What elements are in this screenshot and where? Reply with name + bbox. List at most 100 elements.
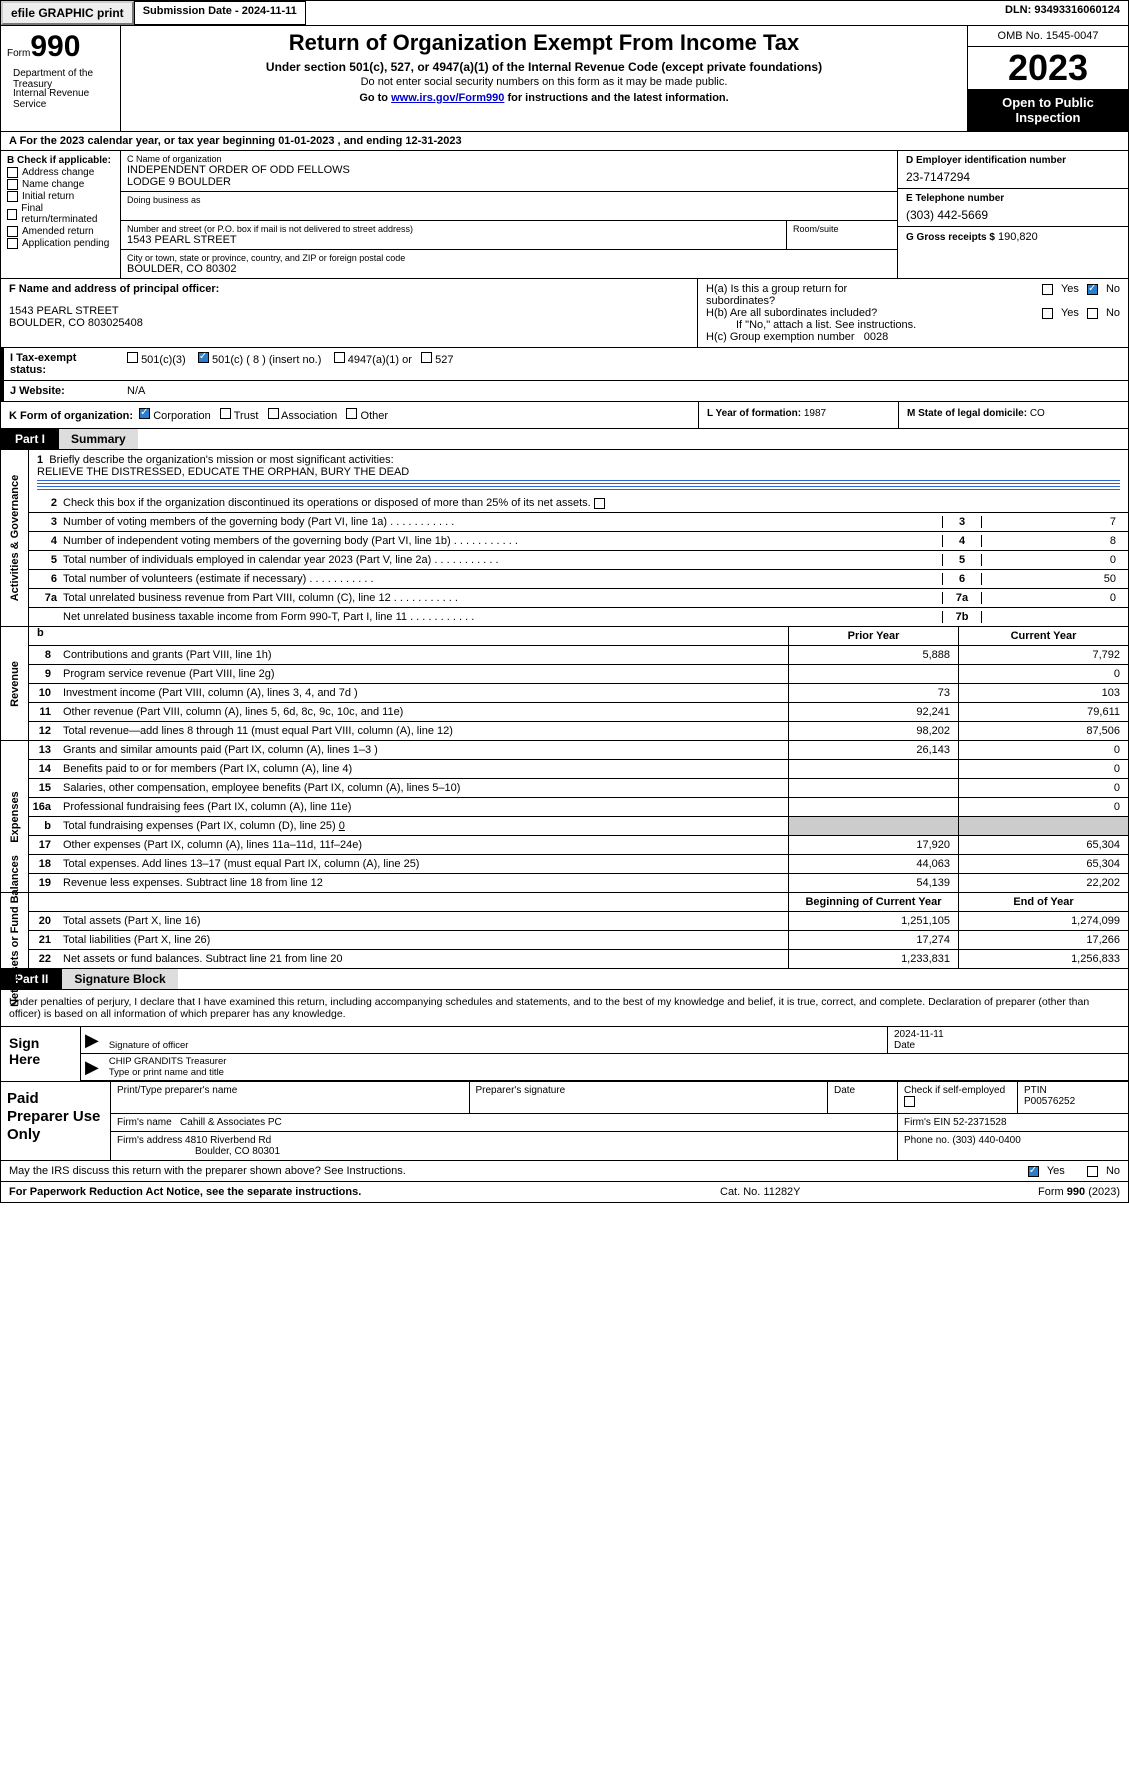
checkbox-corp[interactable] <box>139 408 150 419</box>
form-note: Do not enter social security numbers on … <box>131 76 957 88</box>
firm-ein: 52-2371528 <box>953 1117 1006 1128</box>
q1-label: Briefly describe the organization's miss… <box>49 454 393 466</box>
mission-text: RELIEVE THE DISTRESSED, EDUCATE THE ORPH… <box>37 466 409 478</box>
q6-label: Total number of volunteers (estimate if … <box>63 573 942 585</box>
c16a: 0 <box>958 798 1128 816</box>
checkbox-527[interactable] <box>421 352 432 363</box>
v7a: 0 <box>982 592 1122 604</box>
label-4947: 4947(a)(1) or <box>348 354 412 366</box>
checkbox-ha-yes[interactable] <box>1042 284 1053 295</box>
section-governance: Activities & Governance 1 Briefly descri… <box>1 450 1128 627</box>
p14 <box>788 760 958 778</box>
paperwork-notice: For Paperwork Reduction Act Notice, see … <box>9 1186 720 1198</box>
part1-title: Summary <box>59 429 138 449</box>
prep-name-label: Print/Type preparer's name <box>117 1085 237 1096</box>
p8: 5,888 <box>788 646 958 664</box>
checkbox-q2[interactable] <box>594 498 605 509</box>
q5-label: Total number of individuals employed in … <box>63 554 942 566</box>
dln: DLN: 93493316060124 <box>997 1 1128 25</box>
org-name: INDEPENDENT ORDER OF ODD FELLOWS <box>127 164 891 176</box>
q3-label: Number of voting members of the governin… <box>63 516 942 528</box>
l-label: L Year of formation: <box>707 408 801 419</box>
checkbox-ha-no[interactable] <box>1087 284 1098 295</box>
checkbox-amended[interactable] <box>7 226 18 237</box>
checkbox-assoc[interactable] <box>268 408 279 419</box>
label-initial-return: Initial return <box>22 191 74 202</box>
label-501c: 501(c) ( 8 ) (insert no.) <box>212 354 321 366</box>
firm-phone-label: Phone no. <box>904 1135 950 1146</box>
may-discuss-row: May the IRS discuss this return with the… <box>1 1161 1128 1182</box>
section-expenses: Expenses 13Grants and similar amounts pa… <box>1 741 1128 893</box>
col-b-marker: b <box>29 627 788 645</box>
v5: 0 <box>982 554 1122 566</box>
checkbox-4947[interactable] <box>334 352 345 363</box>
c10: 103 <box>958 684 1128 702</box>
firm-name: Cahill & Associates PC <box>180 1117 282 1128</box>
q4-label: Number of independent voting members of … <box>63 535 942 547</box>
col-end: End of Year <box>958 893 1128 911</box>
goto-link[interactable]: www.irs.gov/Form990 <box>391 92 504 104</box>
q19: Revenue less expenses. Subtract line 18 … <box>57 874 788 892</box>
checkbox-final-return[interactable] <box>7 209 17 220</box>
k-label: K Form of organization: <box>9 410 133 422</box>
c8: 7,792 <box>958 646 1128 664</box>
label-address-change: Address change <box>22 167 94 178</box>
sig-officer-label: Signature of officer <box>109 1040 189 1051</box>
checkbox-trust[interactable] <box>220 408 231 419</box>
goto-post: for instructions and the latest informat… <box>504 92 728 104</box>
label-no: No <box>1106 283 1120 295</box>
q14: Benefits paid to or for members (Part IX… <box>57 760 788 778</box>
efile-print-button[interactable]: efile GRAPHIC print <box>1 1 134 25</box>
q17: Other expenses (Part IX, column (A), lin… <box>57 836 788 854</box>
c21: 17,266 <box>958 931 1128 949</box>
col-b-header: B Check if applicable: <box>7 155 114 166</box>
open-to-public: Open to Public Inspection <box>968 89 1128 131</box>
form-subtitle: Under section 501(c), 527, or 4947(a)(1)… <box>131 60 957 74</box>
form-label: Form <box>7 48 30 59</box>
checkbox-hb-yes[interactable] <box>1042 308 1053 319</box>
label-yes: Yes <box>1061 283 1079 295</box>
q16b: Total fundraising expenses (Part IX, col… <box>57 817 788 835</box>
label-final-return: Final return/terminated <box>21 203 114 225</box>
sign-here-block: Sign Here ▶ Signature of officer 2024-11… <box>1 1027 1128 1082</box>
label-no: No <box>1106 307 1120 319</box>
arrow-icon: ▶ <box>81 1030 103 1051</box>
checkbox-initial-return[interactable] <box>7 191 18 202</box>
block-fh: F Name and address of principal officer:… <box>1 279 1128 348</box>
org-name-2: LODGE 9 BOULDER <box>127 176 891 188</box>
checkbox-other[interactable] <box>346 408 357 419</box>
sig-date-label: Date <box>894 1040 915 1051</box>
goto-line: Go to www.irs.gov/Form990 for instructio… <box>131 92 957 104</box>
q7a-label: Total unrelated business revenue from Pa… <box>63 592 942 604</box>
part1-tag: Part I <box>1 429 59 449</box>
c15: 0 <box>958 779 1128 797</box>
c14: 0 <box>958 760 1128 778</box>
checkbox-self-employed[interactable] <box>904 1096 915 1107</box>
checkbox-501c[interactable] <box>198 352 209 363</box>
row-a-period: A For the 2023 calendar year, or tax yea… <box>1 132 1128 151</box>
col-d: D Employer identification number 23-7147… <box>898 151 1128 278</box>
room-label: Room/suite <box>793 224 891 234</box>
f-city: BOULDER, CO 803025408 <box>9 317 689 329</box>
checkbox-hb-no[interactable] <box>1087 308 1098 319</box>
p16b <box>788 817 958 835</box>
m-value: CO <box>1030 408 1045 419</box>
q11: Other revenue (Part VIII, column (A), li… <box>57 703 788 721</box>
checkbox-501c3[interactable] <box>127 352 138 363</box>
tax-exempt-label: I Tax-exempt status: <box>1 348 121 380</box>
firm-phone: (303) 440-0400 <box>952 1135 1020 1146</box>
c12: 87,506 <box>958 722 1128 740</box>
p13: 26,143 <box>788 741 958 759</box>
form-page: efile GRAPHIC print Submission Date - 20… <box>0 0 1129 1203</box>
checkbox-may-yes[interactable] <box>1028 1166 1039 1177</box>
q2-label: Check this box if the organization disco… <box>63 497 591 509</box>
col-prior: Prior Year <box>788 627 958 645</box>
q8: Contributions and grants (Part VIII, lin… <box>57 646 788 664</box>
checkbox-pending[interactable] <box>7 238 18 249</box>
street-label: Number and street (or P.O. box if mail i… <box>127 224 780 234</box>
q15: Salaries, other compensation, employee b… <box>57 779 788 797</box>
section-revenue: Revenue bPrior YearCurrent Year 8Contrib… <box>1 627 1128 741</box>
checkbox-may-no[interactable] <box>1087 1166 1098 1177</box>
checkbox-address-change[interactable] <box>7 167 18 178</box>
checkbox-name-change[interactable] <box>7 179 18 190</box>
